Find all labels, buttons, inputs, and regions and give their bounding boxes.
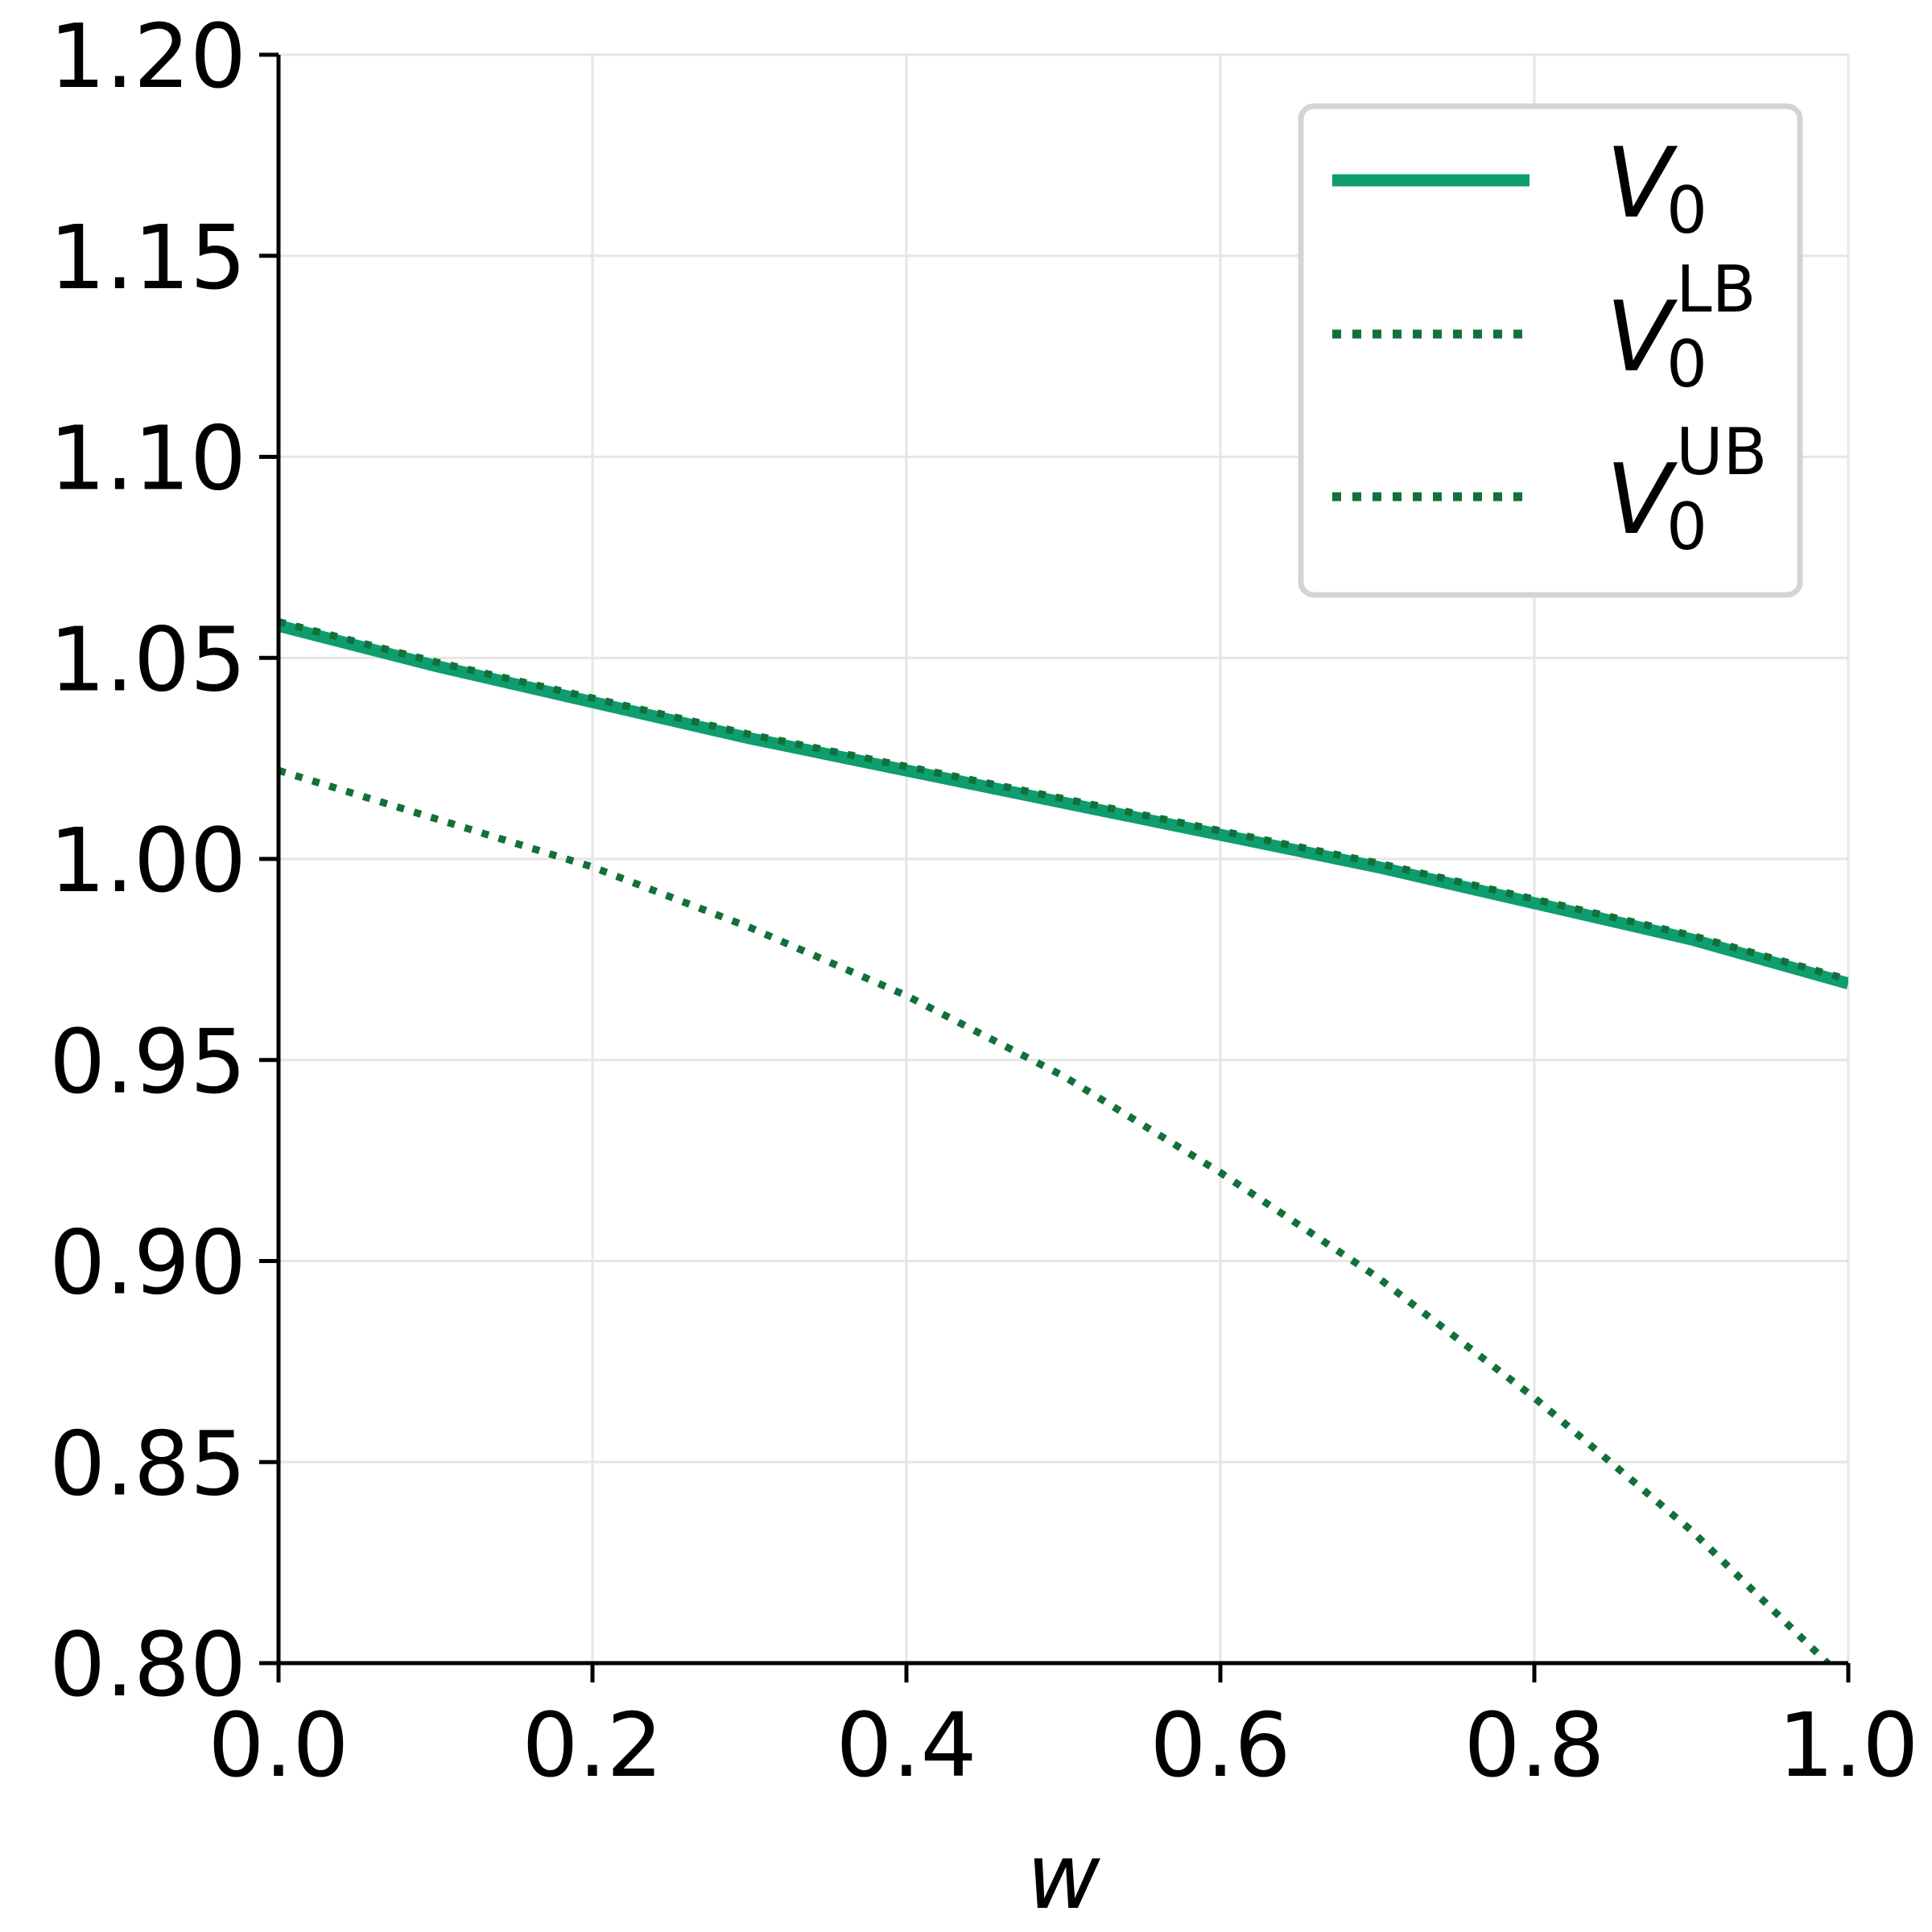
series-line-v0-ub (279, 617, 1848, 984)
legend-subscript: 0 (1666, 489, 1707, 564)
x-tick-label: 0.2 (522, 1694, 663, 1797)
x-tick-label: 0.6 (1150, 1694, 1291, 1797)
y-tick-label: 1.05 (49, 608, 246, 711)
legend-label: V (1606, 128, 1678, 240)
legend-superscript: UB (1676, 415, 1767, 489)
legend-box (1298, 103, 1803, 598)
y-tick-label: 1.00 (49, 809, 246, 912)
y-tick-label: 0.90 (49, 1212, 246, 1315)
y-tick-label: 0.80 (49, 1613, 246, 1716)
x-tick-label: 0.8 (1464, 1694, 1605, 1797)
legend-label: V (1606, 282, 1678, 394)
x-tick-label: 0.0 (208, 1694, 349, 1797)
x-tick-label: 1.0 (1778, 1694, 1919, 1797)
series-layer (279, 617, 1848, 1663)
y-tick-label: 1.15 (49, 206, 246, 309)
legend-subscript: 0 (1666, 327, 1707, 402)
legend-subscript: 0 (1666, 173, 1707, 248)
ticks: 0.0 0.2 0.4 0.6 0.8 1.0 0.80 0.85 0.90 0.95 1.00 1.… (49, 5, 1918, 1797)
legend-superscript: LB (1676, 252, 1756, 327)
x-axis-label: w (1026, 1825, 1100, 1930)
series-line-v0-lb (279, 766, 1833, 1663)
x-tick-label: 0.4 (836, 1694, 977, 1797)
y-tick-label: 0.95 (49, 1010, 246, 1113)
legend-label: V (1606, 444, 1678, 556)
y-tick-label: 0.85 (49, 1412, 246, 1515)
y-tick-label: 1.10 (49, 407, 246, 510)
y-tick-label: 1.20 (49, 5, 246, 108)
series-line-v0 (279, 620, 1848, 990)
